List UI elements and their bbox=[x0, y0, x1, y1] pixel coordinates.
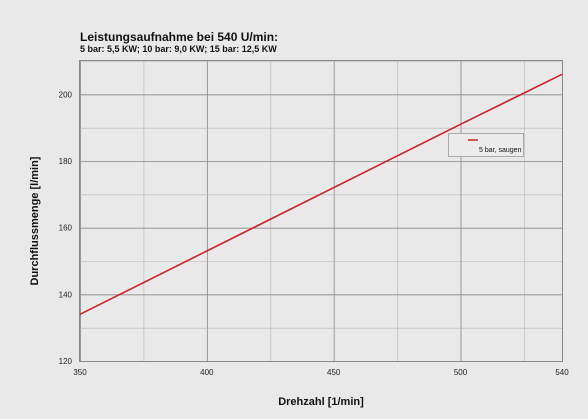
y-tick-label: 160 bbox=[59, 224, 73, 233]
x-tick-label: 450 bbox=[327, 368, 341, 377]
y-tick-label: 120 bbox=[59, 357, 73, 366]
legend: 5 bar, saugen bbox=[448, 133, 524, 157]
x-tick-label: 540 bbox=[555, 368, 569, 377]
series-group bbox=[79, 73, 563, 316]
legend-label-5-bar-saugen: 5 bar, saugen bbox=[479, 147, 522, 154]
x-tick-label: 400 bbox=[200, 368, 214, 377]
plot-area-border bbox=[79, 60, 563, 362]
y-tick-label: 140 bbox=[59, 290, 73, 299]
chart-subtitle: 5 bar: 5,5 KW; 10 bar: 9,0 KW; 15 bar: 1… bbox=[80, 44, 277, 54]
y-tick-label: 200 bbox=[59, 90, 73, 99]
x-tick-label: 500 bbox=[454, 368, 468, 377]
y-axis-ticks: 120 140 160 180 200 bbox=[59, 90, 73, 366]
grid bbox=[80, 61, 563, 362]
x-tick-label: 350 bbox=[73, 368, 87, 377]
x-axis-ticks: 350 400 450 500 540 bbox=[73, 368, 569, 377]
chart-title: Leistungsaufnahme bei 540 U/min: bbox=[80, 30, 278, 44]
y-axis-label: Durchflussmenge [l/min] bbox=[29, 156, 41, 285]
series-line-5-bar-saugen bbox=[79, 73, 563, 316]
x-axis-label: Drehzahl [1/min] bbox=[278, 396, 364, 408]
legend-box bbox=[448, 133, 524, 157]
y-tick-label: 180 bbox=[59, 157, 73, 166]
